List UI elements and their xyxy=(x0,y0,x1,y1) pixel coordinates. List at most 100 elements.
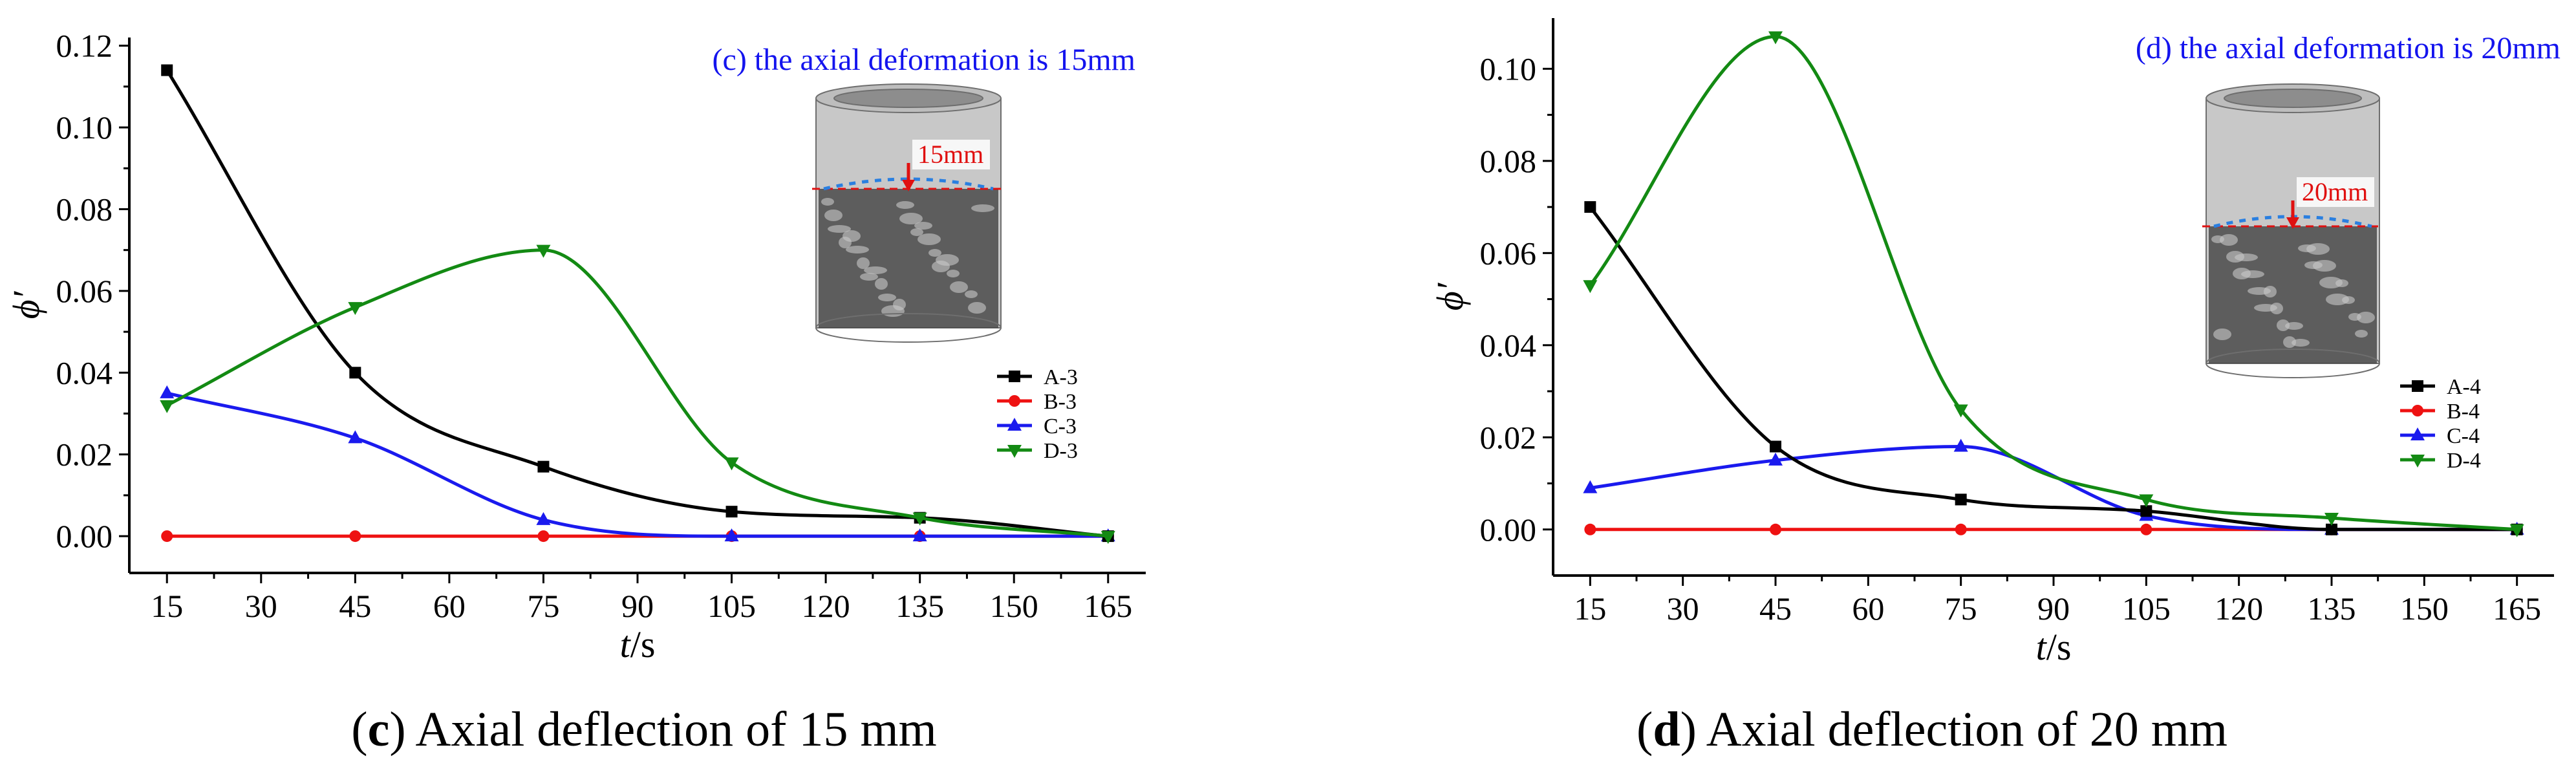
inset-aggregate-particle xyxy=(881,305,905,317)
legend-marker-C-3 xyxy=(1007,418,1022,431)
x-tick-label: 105 xyxy=(2122,590,2171,627)
inset-aggregate-particle xyxy=(864,266,887,274)
x-tick-label: 60 xyxy=(433,588,466,624)
x-axis-title-var: t xyxy=(2036,626,2048,668)
data-point-A-4 xyxy=(2326,523,2337,535)
y-axis-title: ϕ′ xyxy=(5,290,47,319)
y-tick-label: 0.04 xyxy=(56,354,113,391)
inset-aggregate-particle xyxy=(2292,339,2310,347)
x-tick-label: 45 xyxy=(339,588,371,624)
chart-c-svg: 15 30 45 60 75 90 105 120 135 150 165 0.00 0.02 0.04 0… xyxy=(5,28,1146,665)
inset-aggregate-particle xyxy=(2357,312,2375,323)
y-tick-label: 0.02 xyxy=(1480,419,1537,455)
x-axis-title-var: t xyxy=(620,623,632,665)
inset-aggregate-particle xyxy=(914,222,932,230)
x-tick-label: 30 xyxy=(1667,590,1699,627)
inset-aggregate-particle xyxy=(2335,279,2348,287)
y-tick-label: 0.10 xyxy=(1480,50,1537,87)
inset-aggregate-particle xyxy=(965,290,978,298)
data-point-D-4 xyxy=(1583,280,1598,294)
x-tick-label: 135 xyxy=(2308,590,2356,627)
inset-aggregate-particle xyxy=(2277,319,2290,331)
series-D-3 xyxy=(160,244,1115,544)
inset-cylinder-inner xyxy=(833,89,983,108)
data-point-D-3 xyxy=(1100,531,1115,544)
data-point-B-3 xyxy=(537,530,550,543)
inset-aggregate-particle xyxy=(2241,270,2264,278)
x-tick-label: 90 xyxy=(621,588,654,624)
x-tick-label: 135 xyxy=(896,588,944,624)
chart-panel-c: 15 30 45 60 75 90 105 120 135 150 165 0.00 0.02 0.04 0… xyxy=(0,28,1288,758)
legend-label-B-3: B-3 xyxy=(1044,390,1077,414)
x-axis-title: t/s xyxy=(620,623,656,665)
inset-aggregate-particle xyxy=(2270,303,2283,314)
legend-marker-B-3 xyxy=(1009,395,1020,407)
x-tick-label: 165 xyxy=(2493,590,2541,627)
legend-label-C-4: C-4 xyxy=(2447,424,2480,448)
inset-label-bg xyxy=(912,140,990,169)
caption-c-text: ) Axial deflection of 15 mm xyxy=(389,702,937,757)
inset-aggregate-particle xyxy=(968,302,986,314)
caption-c-letter: c xyxy=(367,702,390,757)
data-point-C-3 xyxy=(160,385,175,398)
x-tick-label: 105 xyxy=(707,588,756,624)
data-point-A-3 xyxy=(161,64,173,76)
legend-label-B-4: B-4 xyxy=(2447,400,2480,424)
inset-aggregate-particle xyxy=(878,294,896,301)
inset-aggregate-particle xyxy=(918,233,941,245)
data-point-C-4 xyxy=(1768,452,1783,466)
inset-deformation-label: 15mm xyxy=(918,140,983,169)
inset-aggregate-particle xyxy=(932,261,950,272)
y-axis-title: ϕ′ xyxy=(1429,282,1471,310)
inset-aggregate-particle xyxy=(2355,330,2368,338)
inset-cylinder-inner xyxy=(2224,89,2362,108)
series-D-4 xyxy=(1583,31,2524,537)
y-tick-label: 0.00 xyxy=(56,518,113,554)
x-tick-label: 30 xyxy=(245,588,277,624)
x-axis-title-unit: /s xyxy=(2046,626,2072,668)
legend-label-D-4: D-4 xyxy=(2447,449,2481,473)
specimen-inset-d: 20mm xyxy=(2202,83,2383,378)
inset-aggregate-particle xyxy=(821,198,834,206)
caption-d-prefix: ( xyxy=(1637,702,1653,757)
x-tick-label: 75 xyxy=(527,588,559,624)
inset-aggregate-particle xyxy=(2342,296,2355,304)
inset-aggregate-particle xyxy=(2264,286,2277,297)
series-line-D-3 xyxy=(166,248,1109,538)
x-tick-label: 165 xyxy=(1084,588,1132,624)
y-tick-label: 0.08 xyxy=(56,191,113,227)
caption-d-letter: d xyxy=(1653,702,1680,757)
x-tick-label: 150 xyxy=(2400,590,2449,627)
inset-aggregate-particle xyxy=(860,273,878,281)
data-point-C-3 xyxy=(912,528,927,542)
x-tick-label: 60 xyxy=(1852,590,1884,627)
caption-d-text: ) Axial deflection of 20 mm xyxy=(1680,702,2227,757)
caption-c: (c) Axial deflection of 15 mm xyxy=(0,702,1288,758)
data-point-D-3 xyxy=(912,512,927,526)
panel-title: (c) the axial deformation is 15mm xyxy=(713,43,1135,77)
inset-aggregate-particle xyxy=(910,228,923,236)
inset-aggregate-particle xyxy=(875,278,888,290)
inset-aggregate-particle xyxy=(846,246,869,253)
inset-aggregate-particle xyxy=(899,213,923,224)
inset-aggregate-particle xyxy=(971,204,994,212)
y-tick-label: 0.12 xyxy=(56,28,113,64)
data-point-D-4 xyxy=(1953,404,1968,418)
caption-c-prefix: ( xyxy=(351,702,368,757)
down-arrow-icon xyxy=(902,180,915,191)
legend-marker-B-4 xyxy=(2412,405,2423,416)
chart-panel-d: 15 30 45 60 75 90 105 120 135 150 165 0.00 0.02 0.04 0… xyxy=(1288,0,2576,776)
data-point-B-4 xyxy=(1770,523,1781,535)
inset-aggregate-particle xyxy=(828,225,851,233)
data-point-D-4 xyxy=(2139,494,2154,508)
inset-aggregate-particle xyxy=(947,270,960,277)
inset-aggregate-particle xyxy=(857,257,870,269)
data-point-B-4 xyxy=(2140,523,2152,535)
series-line-C-4 xyxy=(1589,444,2517,532)
data-point-D-4 xyxy=(1768,31,1783,45)
down-arrow-icon xyxy=(2286,217,2299,229)
data-point-C-3 xyxy=(348,430,363,444)
legend-label-D-3: D-3 xyxy=(1044,439,1078,463)
data-point-C-3 xyxy=(536,512,551,525)
inset-aggregate-particle xyxy=(839,237,852,248)
